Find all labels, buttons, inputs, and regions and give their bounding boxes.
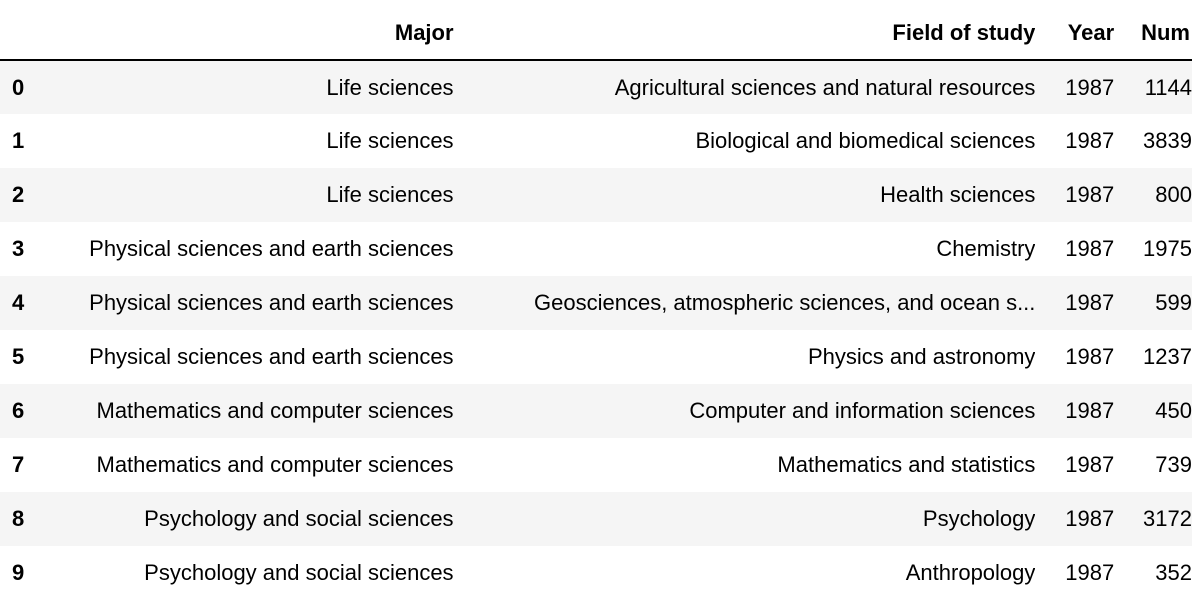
num-cell: 800 xyxy=(1155,182,1192,207)
field-cell: Biological and biomedical sciences xyxy=(695,128,1036,153)
year-cell: 1987 xyxy=(1065,290,1115,315)
table-row: 4 Physical sciences and earth sciences G… xyxy=(0,276,1192,330)
num-cell: 450 xyxy=(1155,398,1192,423)
row-index: 4 xyxy=(12,290,25,315)
table-row: 0 Life sciences Agricultural sciences an… xyxy=(0,60,1192,114)
major-cell: Physical sciences and earth sciences xyxy=(89,290,454,315)
major-cell: Life sciences xyxy=(326,74,454,100)
row-index: 2 xyxy=(12,182,25,207)
table-row: 6 Mathematics and computer sciences Comp… xyxy=(0,384,1192,438)
num-cell: 3839 xyxy=(1143,128,1192,153)
major-cell: Physical sciences and earth sciences xyxy=(89,236,454,261)
field-cell: Geosciences, atmospheric sciences, and o… xyxy=(534,290,1036,315)
table-row: 5 Physical sciences and earth sciences P… xyxy=(0,330,1192,384)
field-cell: Psychology xyxy=(922,506,1036,531)
row-index: 9 xyxy=(12,560,25,585)
year-column-header: Year xyxy=(1035,6,1115,61)
table-row: 2 Life sciences Health sciences 1987 800 xyxy=(0,168,1192,222)
major-cell: Life sciences xyxy=(326,128,454,153)
num-cell: 1144 xyxy=(1144,74,1192,100)
year-cell: 1987 xyxy=(1065,506,1115,531)
row-index: 8 xyxy=(12,506,25,531)
year-cell: 1987 xyxy=(1065,398,1115,423)
year-cell: 1987 xyxy=(1065,560,1115,585)
year-cell: 1987 xyxy=(1065,236,1115,261)
field-cell: Mathematics and statistics xyxy=(777,452,1036,477)
num-cell: 599 xyxy=(1155,290,1192,315)
row-index: 5 xyxy=(12,344,25,369)
table-header: Major Field of study Year Num xyxy=(0,6,1192,61)
major-cell: Psychology and social sciences xyxy=(144,560,454,585)
num-cell: 739 xyxy=(1155,452,1192,477)
table-row: 8 Psychology and social sciences Psychol… xyxy=(0,492,1192,546)
table-row: 3 Physical sciences and earth sciences C… xyxy=(0,222,1192,276)
field-cell: Physics and astronomy xyxy=(807,344,1036,369)
major-cell: Mathematics and computer sciences xyxy=(96,398,454,423)
field-cell: Computer and information sciences xyxy=(689,398,1036,423)
header-row: Major Field of study Year Num xyxy=(0,6,1192,61)
table-body: 0 Life sciences Agricultural sciences an… xyxy=(0,60,1192,600)
table-row: 1 Life sciences Biological and biomedica… xyxy=(0,114,1192,168)
major-cell: Life sciences xyxy=(326,182,454,207)
major-column-header: Major xyxy=(40,6,454,61)
dataframe-table: Major Field of study Year Num 0 Life sci… xyxy=(0,6,1192,600)
major-cell: Psychology and social sciences xyxy=(144,506,454,531)
major-cell: Physical sciences and earth sciences xyxy=(89,344,454,369)
year-cell: 1987 xyxy=(1065,74,1115,100)
row-index: 3 xyxy=(12,236,25,261)
row-index: 1 xyxy=(12,128,25,153)
num-cell: 352 xyxy=(1155,560,1192,585)
year-cell: 1987 xyxy=(1065,128,1115,153)
major-cell: Mathematics and computer sciences xyxy=(96,452,454,477)
num-cell: 3172 xyxy=(1143,506,1192,531)
num-column-header: Num xyxy=(1114,6,1192,61)
year-cell: 1987 xyxy=(1065,344,1115,369)
num-cell: 1975 xyxy=(1143,236,1192,261)
table-row: 9 Psychology and social sciences Anthrop… xyxy=(0,546,1192,600)
index-column-header xyxy=(0,6,41,61)
field-cell: Anthropology xyxy=(905,560,1036,585)
num-cell: 1237 xyxy=(1143,344,1192,369)
year-cell: 1987 xyxy=(1065,182,1115,207)
year-cell: 1987 xyxy=(1065,452,1115,477)
field-cell: Health sciences xyxy=(880,182,1036,207)
row-index: 6 xyxy=(12,398,25,423)
field-cell: Chemistry xyxy=(936,236,1036,261)
row-index: 7 xyxy=(12,452,25,477)
field-cell: Agricultural sciences and natural resour… xyxy=(614,74,1036,100)
row-index: 0 xyxy=(12,74,25,100)
table-row: 7 Mathematics and computer sciences Math… xyxy=(0,438,1192,492)
field-column-header: Field of study xyxy=(453,6,1036,61)
